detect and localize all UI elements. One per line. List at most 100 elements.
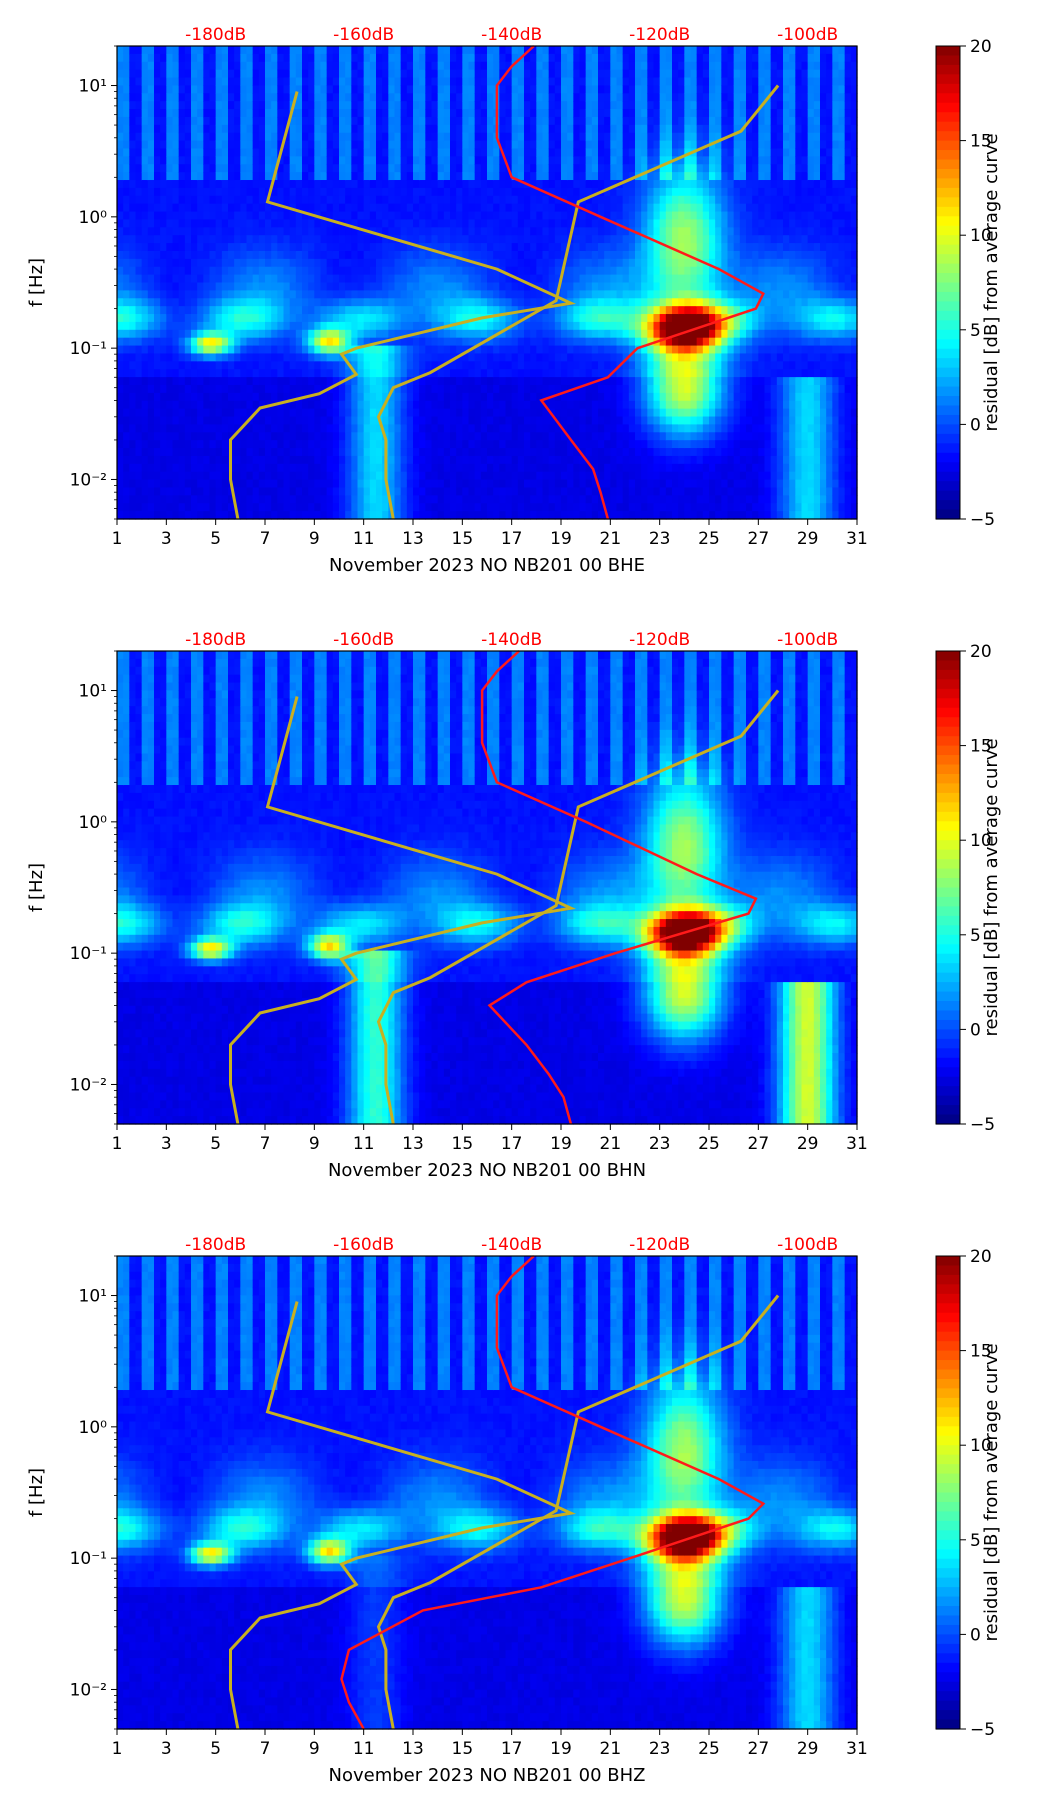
heatmap-cell [629,62,636,70]
heatmap-cell [166,495,173,503]
heatmap-cell [401,487,408,495]
heatmap-cell [407,385,414,393]
heatmap-cell [444,180,451,188]
heatmap-cell [370,361,377,369]
heatmap-cell [444,204,451,212]
heatmap-cell [382,172,389,180]
heatmap-cell [327,70,334,78]
heatmap-cell [388,267,395,275]
heatmap-cell [345,243,352,251]
heatmap-cell [592,251,599,259]
heatmap-cell [407,54,414,62]
heatmap-cell [345,148,352,156]
heatmap-cell [370,141,377,149]
heatmap-cell [376,267,383,275]
heatmap-cell [481,503,488,511]
heatmap-cell [247,306,254,314]
heatmap-cell [388,180,395,188]
heatmap-cell [376,101,383,109]
heatmap-cell [314,511,321,519]
heatmap-cell [290,330,297,338]
heatmap-cell [604,472,611,480]
heatmap-cell [216,54,223,62]
heatmap-cell [148,125,155,133]
heatmap-cell [518,117,525,125]
heatmap-cell [598,440,605,448]
heatmap-cell [524,290,531,298]
heatmap-cell [592,93,599,101]
heatmap-cell [185,503,192,511]
heatmap-cell [308,117,315,125]
heatmap-cell [450,243,457,251]
heatmap-cell [351,480,358,488]
heatmap-cell [518,46,525,54]
heatmap-cell [623,448,630,456]
heatmap-cell [499,385,506,393]
heatmap-cell [456,93,463,101]
heatmap-cell [382,156,389,164]
heatmap-cell [148,251,155,259]
heatmap-cell [610,495,617,503]
heatmap-cell [364,267,371,275]
heatmap-cell [160,70,167,78]
heatmap-cell [555,346,562,354]
heatmap-cell [142,306,149,314]
heatmap-cell [277,101,284,109]
heatmap-cell [407,338,414,346]
heatmap-cell [117,338,124,346]
heatmap-cell [265,424,272,432]
heatmap-cell [154,330,161,338]
heatmap-cell [549,141,556,149]
heatmap-cell [314,330,321,338]
heatmap-cell [314,101,321,109]
heatmap-cell [290,432,297,440]
heatmap-cell [339,172,346,180]
heatmap-cell [339,480,346,488]
heatmap-cell [586,117,593,125]
heatmap-cell [142,377,149,385]
heatmap-cell [321,93,328,101]
heatmap-cell [265,322,272,330]
heatmap-cell [191,204,198,212]
heatmap-cell [154,219,161,227]
heatmap-cell [629,141,636,149]
heatmap-cell [629,101,636,109]
heatmap-cell [327,503,334,511]
heatmap-cell [321,432,328,440]
heatmap-cell [561,85,568,93]
heatmap-cell [265,330,272,338]
heatmap-cell [308,472,315,480]
heatmap-cell [543,456,550,464]
heatmap-cell [327,235,334,243]
heatmap-cell [358,109,365,117]
heatmap-cell [302,117,309,125]
heatmap-cell [333,204,340,212]
heatmap-cell [413,141,420,149]
heatmap-cell [530,298,537,306]
heatmap-cell [561,219,568,227]
heatmap-cell [259,164,266,172]
heatmap-cell [462,464,469,472]
heatmap-cell [160,259,167,267]
heatmap-cell [413,353,420,361]
heatmap-cell [401,117,408,125]
heatmap-cell [339,243,346,251]
heatmap-cell [296,314,303,322]
heatmap-cell [210,464,217,472]
heatmap-cell [308,330,315,338]
heatmap-cell [259,172,266,180]
heatmap-cell [253,141,260,149]
heatmap-cell [425,472,432,480]
heatmap-cell [197,456,204,464]
heatmap-cell [376,125,383,133]
heatmap-cell [425,117,432,125]
heatmap-cell [432,385,439,393]
heatmap-cell [333,156,340,164]
heatmap-cell [345,46,352,54]
heatmap-cell [253,133,260,141]
heatmap-cell [129,290,136,298]
heatmap-cell [610,393,617,401]
heatmap-cell [450,440,457,448]
heatmap-cell [333,227,340,235]
heatmap-cell [142,85,149,93]
